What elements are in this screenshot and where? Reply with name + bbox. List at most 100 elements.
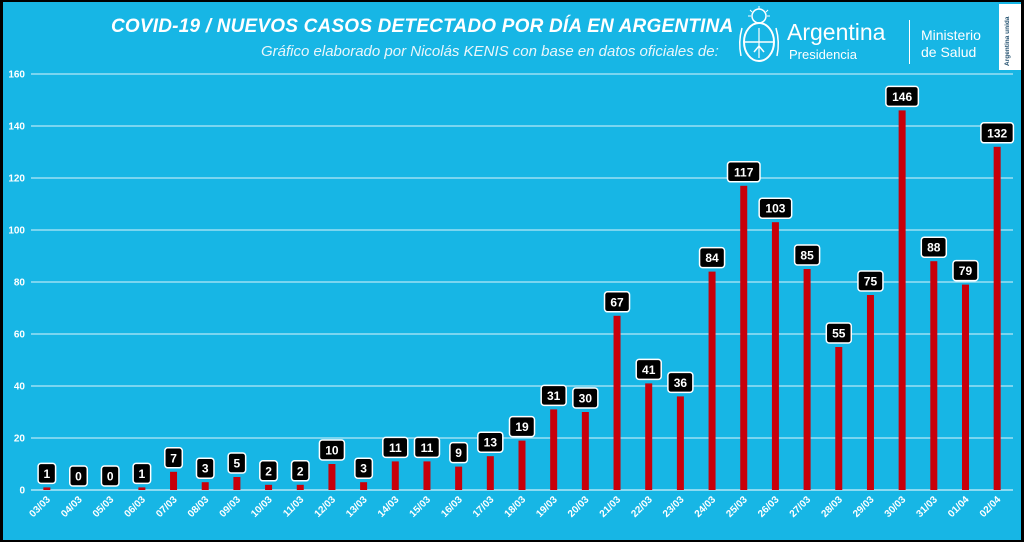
data-label: 10 [325, 444, 339, 458]
x-tick-label: 13/03 [344, 494, 370, 520]
data-label-box [540, 384, 567, 407]
data-label-box [37, 462, 57, 485]
data-label-box [477, 431, 504, 453]
x-tick-label: 11/03 [281, 494, 306, 519]
data-label-box [100, 465, 120, 487]
data-label-box [758, 197, 793, 219]
y-tick-label: 160 [8, 70, 25, 81]
x-tick-label: 09/03 [218, 494, 244, 520]
chart-frame: COVID-19 / NUEVOS CASOS DETECTADO POR DÍ… [3, 2, 1021, 540]
y-tick-label: 80 [14, 278, 26, 289]
x-tick-label: 23/03 [661, 494, 687, 520]
bar [961, 284, 969, 490]
data-label-box [164, 447, 184, 469]
data-label: 117 [734, 165, 754, 179]
x-tick-label: 16/03 [439, 494, 465, 520]
data-label-box [132, 462, 152, 485]
y-tick-label: 120 [8, 174, 25, 185]
data-label: 67 [610, 295, 624, 309]
data-label-box [635, 358, 662, 381]
x-tick-label: 18/03 [503, 494, 529, 520]
data-label: 13 [484, 436, 498, 450]
y-tick-label: 0 [19, 486, 25, 497]
ministry-line-2: de Salud [921, 44, 977, 60]
bar [835, 347, 843, 490]
data-label-box [920, 236, 948, 258]
bars [43, 110, 1001, 491]
data-label-box [259, 460, 279, 482]
x-tick-label: 10/03 [249, 494, 275, 520]
x-tick-label: 07/03 [154, 494, 180, 520]
data-label-box [290, 460, 310, 482]
data-label: 75 [864, 275, 878, 289]
x-tick-label: 17/03 [471, 494, 497, 520]
x-tick-label: 27/03 [788, 494, 814, 520]
x-tick-label: 26/03 [756, 494, 782, 520]
bar [170, 471, 178, 490]
data-label-box [793, 244, 821, 266]
data-label: 9 [455, 446, 462, 460]
x-tick-label: 01/04 [946, 494, 972, 520]
x-tick-label: 04/03 [59, 494, 85, 520]
bar [930, 261, 938, 490]
x-tick-label: 19/03 [534, 494, 560, 520]
bar [201, 482, 209, 490]
x-tick-label: 15/03 [408, 494, 434, 520]
x-tick-label: 31/03 [914, 494, 940, 520]
x-tick-label: 22/03 [629, 494, 655, 520]
data-label: 2 [265, 464, 272, 478]
data-label-box [449, 441, 469, 464]
national-seal-icon [738, 6, 780, 62]
data-label-box [195, 457, 215, 479]
bar [391, 461, 399, 490]
bar [676, 396, 684, 490]
ministry-logo: Ministerio de Salud [921, 27, 981, 61]
data-label: 31 [547, 389, 561, 403]
bar [613, 315, 621, 490]
data-label-box [572, 387, 599, 409]
data-label-box [382, 436, 409, 459]
data-label: 30 [579, 392, 593, 406]
data-label-box [825, 322, 853, 344]
x-tick-label: 28/03 [819, 494, 845, 520]
argentina-unida-badge: Argentina unida [999, 4, 1021, 70]
data-label: 3 [360, 462, 367, 476]
bar [233, 477, 241, 490]
bar [518, 440, 526, 490]
data-label-box [952, 259, 979, 282]
y-tick-label: 40 [14, 382, 26, 393]
data-label-box [354, 457, 374, 479]
data-label-box [980, 122, 1015, 144]
data-label-box [69, 465, 89, 487]
data-label-box [885, 85, 920, 108]
data-label: 2 [297, 464, 304, 478]
bar [138, 487, 146, 490]
data-label: 5 [234, 457, 241, 471]
data-label: 11 [421, 441, 434, 455]
bar [771, 222, 779, 490]
presidencia-logo-word: Argentina [787, 19, 886, 45]
bar [328, 464, 336, 490]
x-tick-label: 24/03 [693, 494, 719, 520]
bar [740, 185, 748, 491]
data-label: 85 [800, 249, 814, 263]
bar [43, 487, 51, 490]
data-label: 0 [107, 470, 114, 484]
x-tick-label: 12/03 [313, 494, 339, 520]
data-label: 146 [892, 90, 912, 104]
bar [581, 412, 589, 490]
data-label-box [857, 270, 884, 292]
chart-title: COVID-19 / NUEVOS CASOS DETECTADO POR DÍ… [111, 16, 734, 37]
bar [550, 409, 558, 490]
data-label: 3 [202, 462, 209, 476]
data-label: 79 [959, 264, 973, 278]
x-tick-label: 05/03 [91, 494, 117, 520]
data-label-box [726, 161, 761, 183]
data-label: 7 [170, 451, 177, 465]
bar [296, 484, 304, 490]
chart-subtitle: Gráfico elaborado por Nicolás KENIS con … [261, 43, 719, 60]
data-label-box [603, 291, 631, 313]
presidencia-logo-sub: Presidencia [789, 47, 857, 62]
x-tick-label: 08/03 [186, 494, 212, 520]
